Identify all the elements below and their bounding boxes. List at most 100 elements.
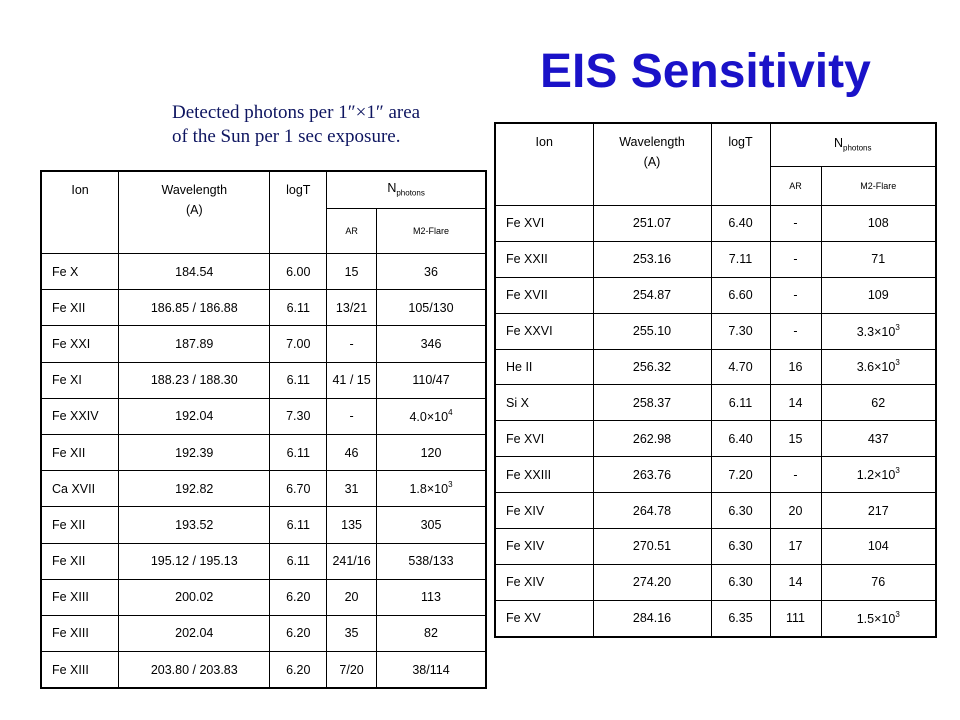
ion-cell-value: Fe XXI: [52, 336, 91, 351]
ar-cell-value: 31: [344, 481, 359, 496]
logt-cell: 7.00: [269, 325, 328, 363]
header-nphotons-base: N: [834, 136, 844, 151]
flare-cell-value: 76: [871, 575, 886, 590]
logt-cell-value: 6.30: [728, 575, 753, 590]
ar-cell: -: [769, 312, 822, 350]
table-row: Fe XXIV 192.04 7.30 - 4.0×104: [40, 397, 487, 435]
logt-cell-value: 6.20: [286, 590, 311, 605]
flare-exponent: 3: [895, 358, 900, 368]
ion-cell: Fe XV: [494, 599, 594, 638]
table-row: Fe XIII 200.02 6.20 20 113: [40, 578, 487, 616]
ar-cell-value: 41 / 15: [332, 373, 371, 388]
flare-cell: 4.0×104: [376, 397, 487, 435]
logt-cell-value: 7.30: [286, 409, 311, 424]
header-nphotons-sub: photons: [396, 188, 425, 198]
flare-cell-value: 4.0×10: [409, 409, 449, 424]
ar-cell-value: 111: [785, 611, 805, 626]
flare-cell: 104: [820, 528, 937, 565]
ar-cell-value: -: [349, 336, 354, 351]
flare-cell-value: 110/47: [412, 373, 450, 388]
table-row: Fe XV 284.16 6.35 111 1.5×103: [494, 599, 937, 638]
ar-cell: -: [769, 240, 822, 278]
logt-cell-value: 6.70: [286, 481, 311, 496]
ar-cell-value: -: [793, 467, 798, 482]
flare-cell-value: 538/133: [408, 554, 454, 569]
flare-cell: 346: [376, 325, 487, 363]
wavelength-cell: 203.80 / 203.83: [118, 651, 271, 689]
logt-cell-value: 6.30: [728, 503, 753, 518]
ion-cell-value: Fe XII: [52, 300, 86, 315]
ion-cell: Fe XIII: [40, 578, 120, 616]
ion-cell-value: Fe XVI: [506, 216, 545, 231]
logt-cell-value: 6.40: [728, 216, 753, 231]
flare-exponent: 3: [895, 466, 900, 476]
ar-cell: -: [326, 325, 378, 363]
wavelength-cell-value: 200.02: [175, 590, 214, 605]
header-wavelength-label: Wavelength: [161, 183, 228, 197]
flare-cell: 1.8×103: [376, 470, 487, 508]
table-row: Si X 258.37 6.11 14 62: [494, 384, 937, 422]
wavelength-cell: 255.10: [592, 312, 712, 350]
table-row: Fe XIV 264.78 6.30 20 217: [494, 492, 937, 530]
logt-cell-value: 7.11: [728, 252, 753, 267]
table-row: Fe XIV 270.51 6.30 17 104: [494, 528, 937, 565]
ar-cell-value: 241/16: [332, 554, 371, 569]
flare-cell: 38/114: [376, 651, 487, 689]
table-row: He II 256.32 4.70 16 3.6×103: [494, 348, 937, 386]
logt-cell-value: 6.30: [728, 539, 753, 554]
logt-cell: 6.20: [269, 614, 328, 653]
ar-cell-value: 14: [788, 575, 803, 590]
logt-cell-value: 6.11: [286, 517, 310, 532]
logt-cell: 6.60: [710, 276, 771, 314]
header-wavelength-unit: (A): [185, 203, 203, 217]
flare-cell: 109: [820, 276, 937, 314]
flare-cell-value: 3.6×10: [856, 360, 896, 375]
wavelength-cell-value: 192.39: [175, 445, 214, 460]
caption: Detected photons per 1″×1″ area of the S…: [172, 101, 472, 149]
ar-cell-value: -: [793, 288, 798, 303]
logt-cell: 6.00: [269, 252, 328, 291]
ion-cell-value: Fe XIV: [506, 539, 545, 554]
header-logt: logT: [269, 170, 328, 254]
logt-cell: 6.11: [710, 384, 771, 422]
ion-cell-value: Fe XXVI: [506, 324, 553, 339]
ar-cell: 41 / 15: [326, 361, 378, 399]
ion-cell: Fe XXVI: [494, 312, 594, 350]
ion-cell: Fe XVII: [494, 276, 594, 314]
wavelength-cell-value: 284.16: [632, 611, 672, 626]
ion-cell: Fe XXIII: [494, 456, 594, 494]
wavelength-cell: 274.20: [592, 563, 712, 601]
flare-cell-value: 437: [867, 431, 889, 446]
logt-cell-value: 6.20: [286, 662, 311, 677]
header-nphotons: Nphotons: [326, 170, 487, 209]
wavelength-cell-value: 203.80 / 203.83: [150, 662, 238, 677]
flare-cell: 76: [820, 563, 937, 601]
logt-cell: 6.11: [269, 289, 328, 327]
wavelength-cell-value: 256.32: [632, 360, 672, 374]
wavelength-cell-value: 258.37: [632, 395, 672, 410]
wavelength-cell-value: 187.89: [175, 336, 214, 351]
wavelength-cell: 187.89: [118, 325, 271, 363]
header-logt: logT: [710, 122, 771, 206]
wavelength-cell: 202.04: [118, 614, 271, 653]
table-row: Fe XII 186.85 / 186.88 6.11 13/21 105/130: [40, 289, 487, 327]
table-left-body: Fe X 184.54 6.00 15 36 Fe XII 186.85 / 186.88 6…: [40, 252, 487, 689]
logt-cell: 6.70: [269, 470, 328, 508]
header-ar: AR: [326, 208, 378, 254]
ar-cell: -: [769, 456, 822, 494]
ar-cell: 15: [326, 252, 378, 291]
ion-cell-value: Fe XV: [506, 611, 541, 626]
ion-cell: Fe XIV: [494, 528, 594, 565]
flare-exponent: 3: [895, 322, 900, 332]
flare-cell: 110/47: [376, 361, 487, 399]
ion-cell: Fe XII: [40, 506, 120, 544]
flare-exponent: 4: [448, 407, 453, 417]
ion-cell: Fe XXI: [40, 325, 120, 363]
ion-cell-value: Fe XII: [52, 445, 86, 460]
ar-cell-value: -: [793, 252, 798, 267]
logt-cell: 6.20: [269, 651, 328, 689]
ar-cell: 16: [769, 348, 822, 386]
table-row: Fe XVI 262.98 6.40 15 437: [494, 420, 937, 458]
ar-cell: 20: [326, 578, 378, 616]
table-row: Fe XXII 253.16 7.11 - 71: [494, 240, 937, 278]
